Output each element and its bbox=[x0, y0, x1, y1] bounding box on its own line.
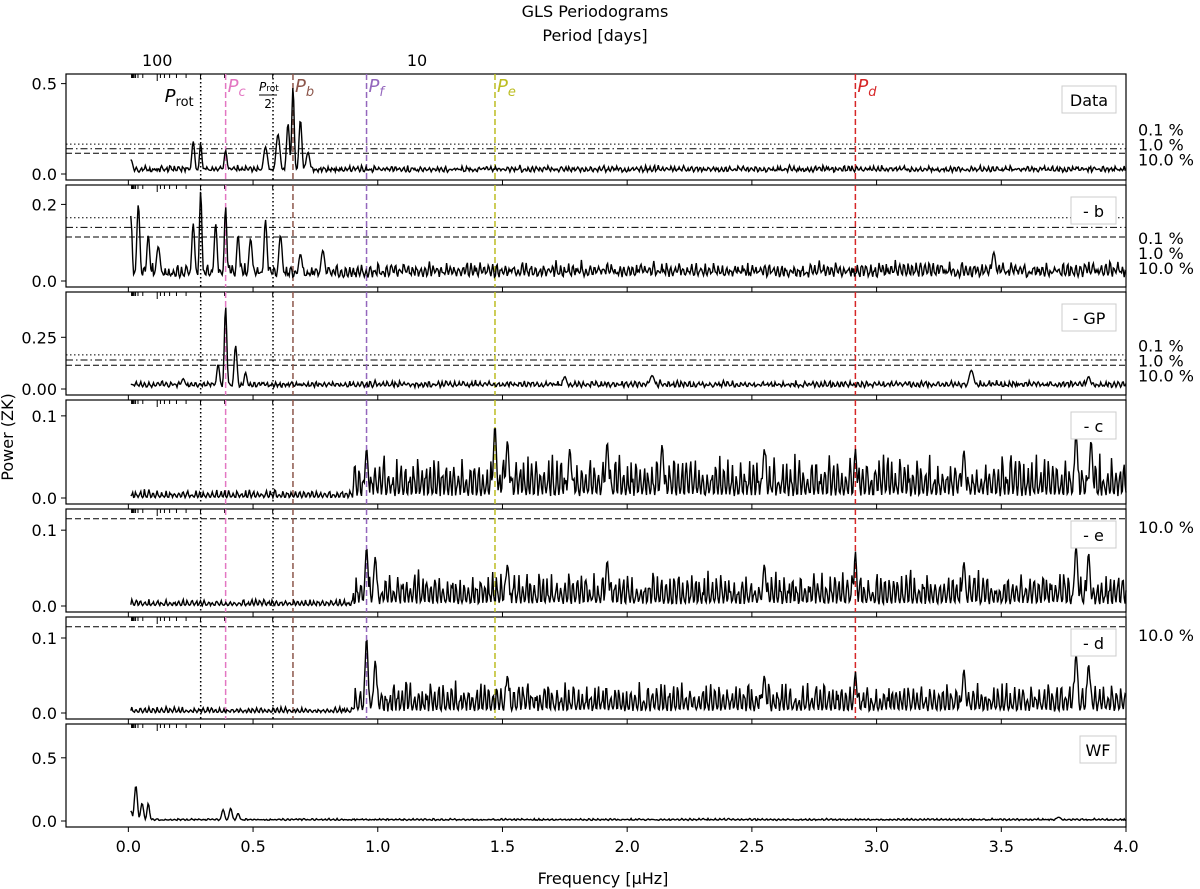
y-tick-label: 0.0 bbox=[32, 165, 57, 184]
legend-label: Data bbox=[1070, 91, 1108, 110]
fap-label: 10.0 % bbox=[1138, 150, 1194, 169]
panel-frame bbox=[65, 399, 1127, 505]
periodogram-line bbox=[130, 307, 1127, 390]
legend-label: - d bbox=[1083, 634, 1104, 653]
x-tick-label: 3.0 bbox=[864, 837, 889, 856]
fap-label: 0.1 % bbox=[1138, 120, 1184, 139]
marker-label: Prot bbox=[165, 86, 194, 110]
periodogram-line bbox=[130, 428, 1127, 501]
legend-label: - e bbox=[1083, 526, 1104, 545]
x-tick-label: 3.5 bbox=[989, 837, 1014, 856]
marker-label: Pd bbox=[857, 76, 877, 100]
period-tick-label: 100 bbox=[142, 51, 173, 70]
y-tick-label: 0.0 bbox=[32, 272, 57, 291]
periodogram-line bbox=[130, 545, 1127, 608]
periodogram-line bbox=[130, 191, 1127, 280]
y-tick-label: 0.5 bbox=[32, 749, 57, 768]
legend-label: - GP bbox=[1073, 309, 1106, 328]
panel-frame bbox=[65, 184, 1127, 288]
panel-7: 0.0 0.5 0.0 0.5 1.0 1.5 2.0 2.5 3.0 3.5 4.0 WF bbox=[32, 723, 1139, 856]
x-tick-label: 2.5 bbox=[739, 837, 764, 856]
marker-text: Prot bbox=[259, 80, 279, 94]
marker-label: Pc bbox=[228, 76, 246, 100]
y-tick-label: 0.1 bbox=[32, 521, 57, 540]
panel-frame bbox=[65, 508, 1127, 613]
legend-label: - b bbox=[1083, 202, 1104, 221]
legend-box bbox=[1061, 85, 1117, 114]
y-tick-label: 0.1 bbox=[32, 629, 57, 648]
y-tick-label: 0.0 bbox=[32, 704, 57, 723]
x-tick-label: 1.0 bbox=[365, 837, 390, 856]
periodogram-line bbox=[130, 639, 1127, 715]
fap-label: 10.0 % bbox=[1138, 367, 1194, 386]
legend-box bbox=[1061, 303, 1117, 332]
legend-label: - c bbox=[1084, 417, 1104, 436]
y-tick-label: 0.1 bbox=[32, 407, 57, 426]
y-tick-label: 0.25 bbox=[21, 328, 57, 347]
marker-label: Pb bbox=[295, 76, 314, 100]
panel-frame bbox=[65, 616, 1127, 720]
panel-6: 0.0 0.1 10.0 % - d bbox=[32, 616, 1194, 724]
panel-2: 0.0 0.2 0.1 %1.0 %10.0 % - b bbox=[32, 184, 1194, 292]
y-tick-label: 0.2 bbox=[32, 195, 57, 214]
marker-label: Pe bbox=[497, 76, 516, 100]
fap-label: 0.1 % bbox=[1138, 337, 1184, 356]
panel-3: 0.00 0.25 0.1 %1.0 %10.0 % - GP bbox=[21, 291, 1194, 400]
x-tick-label: 0.5 bbox=[240, 837, 265, 856]
fap-label: 1.0 % bbox=[1138, 244, 1184, 263]
legend-box bbox=[1070, 628, 1117, 657]
x-tick-label: 1.5 bbox=[490, 837, 515, 856]
y-tick-label: 0.0 bbox=[32, 812, 57, 831]
periodogram-line bbox=[130, 88, 1127, 175]
fap-label: 10.0 % bbox=[1138, 626, 1194, 645]
fap-label: 10.0 % bbox=[1138, 259, 1194, 278]
y-tick-label: 0.5 bbox=[32, 75, 57, 94]
periodogram-line bbox=[130, 786, 1127, 822]
top-axis-label: Period [days] bbox=[542, 26, 647, 45]
legend-box bbox=[1070, 520, 1117, 549]
y-axis-label: Power (ZK) bbox=[0, 393, 17, 480]
legend-label: WF bbox=[1085, 741, 1110, 760]
panel-frame bbox=[65, 291, 1127, 396]
period-tick-label: 10 bbox=[407, 51, 427, 70]
x-axis-label: Frequency [μHz] bbox=[538, 869, 669, 888]
marker-denominator: 2 bbox=[264, 97, 272, 111]
panel-frame bbox=[65, 723, 1127, 828]
panel-1: 0.0 0.5 0.1 %1.0 %10.0 % Data bbox=[32, 73, 1194, 185]
fap-label: 0.1 % bbox=[1138, 229, 1184, 248]
legend-box bbox=[1070, 411, 1117, 440]
legend-box bbox=[1070, 196, 1117, 225]
y-tick-label: 0.0 bbox=[32, 597, 57, 616]
panel-5: 0.0 0.1 10.0 % - e bbox=[32, 508, 1194, 617]
y-tick-label: 0.00 bbox=[21, 380, 57, 399]
fap-label: 10.0 % bbox=[1138, 518, 1194, 537]
x-tick-label: 0.0 bbox=[116, 837, 141, 856]
x-tick-label: 2.0 bbox=[614, 837, 639, 856]
panel-4: 0.0 0.1 - c bbox=[32, 399, 1127, 509]
legend-box bbox=[1079, 735, 1117, 764]
marker-label-prot-half: Prot 2 bbox=[259, 80, 279, 111]
y-tick-label: 0.0 bbox=[32, 489, 57, 508]
marker-label: Pf bbox=[369, 76, 387, 100]
x-tick-label: 4.0 bbox=[1113, 837, 1138, 856]
panel-frame bbox=[65, 73, 1127, 181]
chart-title: GLS Periodograms bbox=[522, 2, 669, 21]
fap-label: 1.0 % bbox=[1138, 352, 1184, 371]
fap-label: 1.0 % bbox=[1138, 135, 1184, 154]
